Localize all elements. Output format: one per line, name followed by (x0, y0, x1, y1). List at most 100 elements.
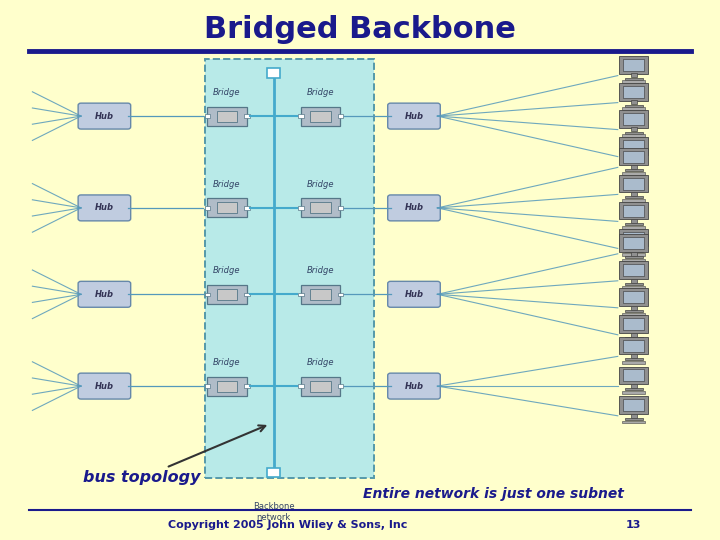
Bar (631, 306, 636, 309)
Bar (623, 86, 644, 98)
Text: Bridge: Bridge (213, 88, 240, 97)
Bar (217, 202, 237, 213)
Bar (619, 83, 648, 100)
Bar (631, 384, 636, 388)
Bar (310, 111, 330, 122)
Bar (622, 361, 645, 364)
Text: Hub: Hub (405, 112, 423, 120)
Bar (631, 192, 636, 196)
Bar (624, 251, 643, 253)
Bar (631, 73, 636, 77)
Bar (207, 106, 246, 125)
Bar (204, 293, 210, 296)
Text: Hub: Hub (405, 382, 423, 390)
Bar (338, 206, 343, 210)
Bar (624, 224, 643, 226)
Bar (619, 367, 648, 384)
Bar (623, 205, 644, 217)
Bar (623, 318, 644, 330)
Bar (622, 199, 645, 202)
Text: Entire network is just one subnet: Entire network is just one subnet (363, 487, 624, 501)
Bar (204, 206, 210, 210)
Text: Copyright 2005 John Wiley & Sons, Inc: Copyright 2005 John Wiley & Sons, Inc (168, 520, 408, 530)
Bar (207, 377, 246, 395)
Bar (622, 340, 645, 342)
Bar (624, 105, 643, 107)
Text: Hub: Hub (405, 290, 423, 299)
FancyBboxPatch shape (78, 281, 131, 307)
FancyBboxPatch shape (78, 103, 131, 129)
Bar (631, 219, 636, 223)
Bar (623, 113, 644, 125)
Text: Bridge: Bridge (213, 358, 240, 367)
Bar (619, 288, 648, 306)
Text: Hub: Hub (95, 204, 114, 212)
Bar (619, 56, 648, 73)
Bar (619, 175, 648, 192)
Bar (622, 391, 645, 394)
Bar (310, 202, 330, 213)
Bar (631, 165, 636, 169)
Bar (267, 468, 280, 477)
Bar (631, 252, 636, 255)
Bar (619, 229, 648, 246)
Bar (622, 172, 645, 175)
Text: Backbone
network: Backbone network (253, 502, 294, 522)
Bar (204, 114, 210, 118)
Text: Hub: Hub (405, 204, 423, 212)
Bar (623, 140, 644, 152)
Bar (623, 264, 644, 276)
Bar (619, 110, 648, 127)
Text: Bridge: Bridge (307, 266, 334, 275)
Bar (631, 154, 636, 158)
Bar (623, 399, 644, 411)
Bar (631, 414, 636, 417)
Bar (619, 337, 648, 354)
Bar (619, 315, 648, 333)
Bar (624, 418, 643, 420)
Bar (624, 310, 643, 312)
Bar (624, 78, 643, 80)
Bar (207, 285, 246, 303)
Bar (631, 246, 636, 250)
Bar (623, 291, 644, 303)
Text: Hub: Hub (95, 382, 114, 390)
Bar (205, 59, 374, 478)
FancyBboxPatch shape (387, 195, 440, 221)
Bar (245, 293, 250, 296)
Bar (267, 68, 280, 78)
Bar (623, 178, 644, 190)
Bar (623, 369, 644, 381)
Bar (624, 337, 643, 339)
Bar (624, 170, 643, 172)
Bar (619, 148, 648, 165)
FancyBboxPatch shape (387, 281, 440, 307)
Bar (622, 161, 645, 164)
Text: Bridge: Bridge (307, 180, 334, 189)
Bar (217, 381, 237, 392)
Bar (619, 234, 648, 252)
Bar (623, 59, 644, 71)
FancyBboxPatch shape (78, 195, 131, 221)
FancyBboxPatch shape (78, 373, 131, 399)
Text: Bridge: Bridge (307, 358, 334, 367)
Bar (619, 137, 648, 154)
Bar (245, 206, 250, 210)
Bar (338, 114, 343, 118)
Text: Hub: Hub (95, 290, 114, 299)
Bar (631, 127, 636, 131)
Bar (624, 197, 643, 199)
Bar (310, 289, 330, 300)
Bar (622, 134, 645, 137)
Bar (245, 384, 250, 388)
Bar (619, 396, 648, 414)
Bar (301, 285, 340, 303)
Bar (622, 421, 645, 423)
Bar (623, 237, 644, 249)
Bar (623, 340, 644, 352)
Text: bus topology: bus topology (83, 426, 265, 485)
Bar (301, 377, 340, 395)
Bar (622, 259, 645, 261)
Bar (622, 226, 645, 229)
Text: Bridge: Bridge (213, 180, 240, 189)
